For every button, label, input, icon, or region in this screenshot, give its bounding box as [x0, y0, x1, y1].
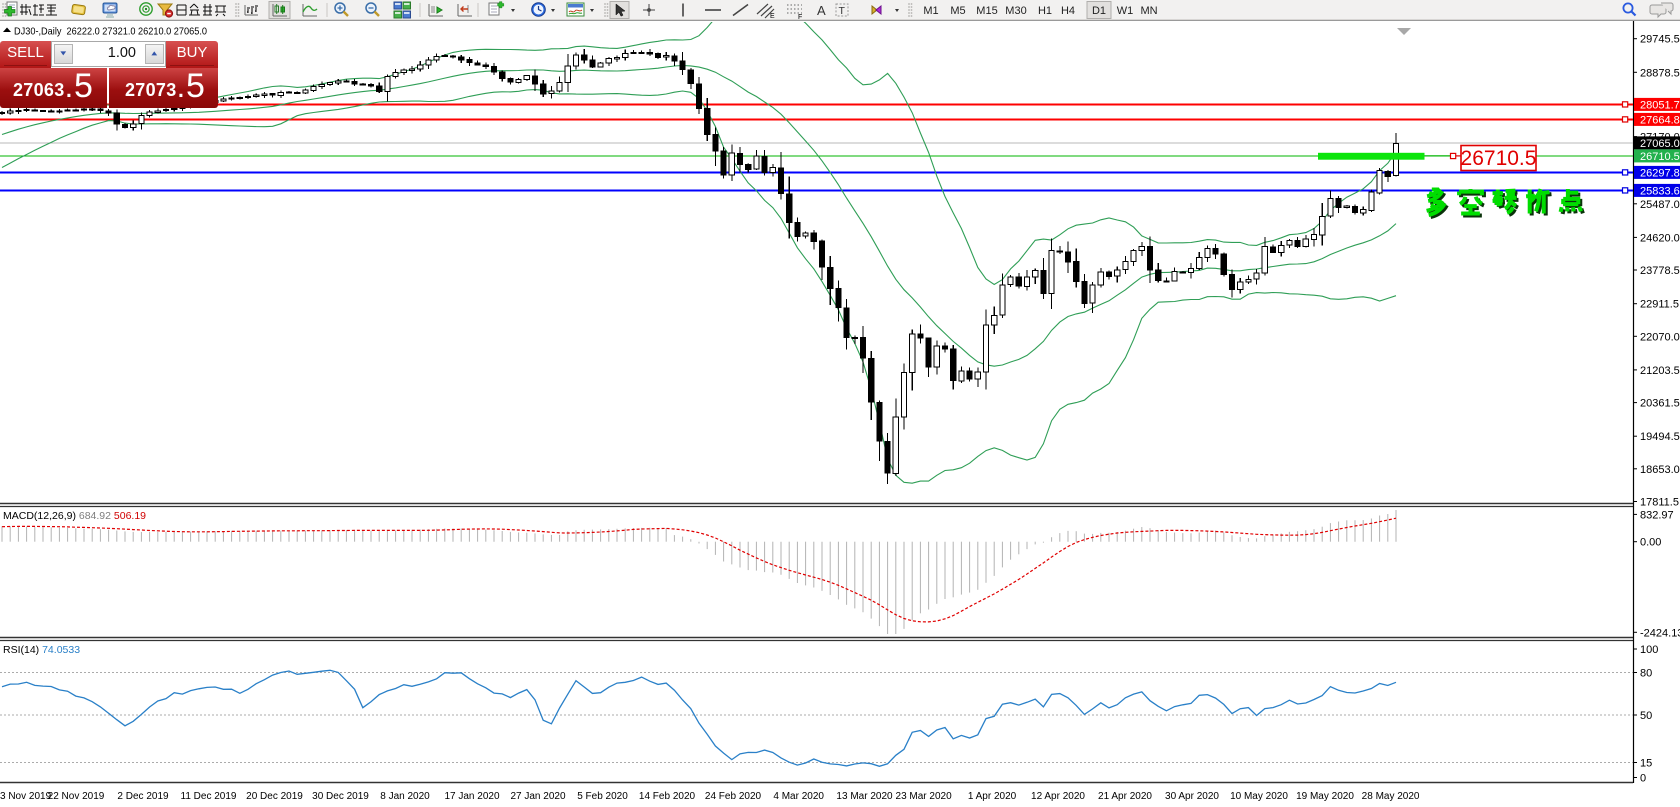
svg-text:17811.5: 17811.5: [1640, 497, 1679, 509]
svg-text:19 May 2020: 19 May 2020: [1296, 791, 1354, 802]
svg-text:28878.5: 28878.5: [1640, 67, 1680, 79]
svg-text:100: 100: [1640, 644, 1658, 656]
svg-text:1 Apr 2020: 1 Apr 2020: [968, 791, 1017, 802]
svg-text:F: F: [798, 14, 802, 20]
svg-text:M15: M15: [976, 5, 997, 17]
svg-text:MN: MN: [1140, 5, 1157, 17]
svg-text:3 Nov 2019: 3 Nov 2019: [0, 791, 52, 802]
svg-text:24 Feb 2020: 24 Feb 2020: [705, 791, 762, 802]
svg-text:26297.8: 26297.8: [1640, 168, 1680, 180]
svg-text:17 Jan 2020: 17 Jan 2020: [444, 791, 499, 802]
svg-text:21203.5: 21203.5: [1640, 365, 1680, 377]
svg-text:25487.0: 25487.0: [1640, 199, 1680, 211]
svg-text:E: E: [770, 13, 775, 20]
svg-text:D1: D1: [1092, 5, 1106, 17]
svg-text:22911.5: 22911.5: [1640, 299, 1679, 311]
svg-text:11 Dec 2019: 11 Dec 2019: [181, 791, 237, 802]
svg-text:27065.0: 27065.0: [1640, 138, 1680, 150]
svg-text:21 Apr 2020: 21 Apr 2020: [1098, 791, 1152, 802]
svg-text:29745.5: 29745.5: [1640, 34, 1680, 46]
svg-text:50: 50: [1640, 710, 1652, 722]
svg-text:M30: M30: [1005, 5, 1026, 17]
svg-text:27 Jan 2020: 27 Jan 2020: [510, 791, 565, 802]
svg-text:MACD(12,26,9) 684.92 506.19: MACD(12,26,9) 684.92 506.19: [3, 510, 146, 522]
svg-text:A: A: [817, 3, 826, 18]
svg-text:20361.5: 20361.5: [1640, 398, 1680, 410]
svg-text:22070.0: 22070.0: [1640, 331, 1680, 343]
svg-text:80: 80: [1640, 668, 1652, 680]
svg-text:30 Apr 2020: 30 Apr 2020: [1165, 791, 1219, 802]
svg-text:-2424.13: -2424.13: [1640, 627, 1680, 639]
svg-text:24620.0: 24620.0: [1640, 232, 1680, 244]
svg-text:M5: M5: [950, 5, 965, 17]
svg-text:13 Mar 2020: 13 Mar 2020: [836, 791, 893, 802]
svg-text:5 Feb 2020: 5 Feb 2020: [577, 791, 628, 802]
svg-text:H4: H4: [1061, 5, 1075, 17]
svg-text:RSI(14) 74.0533: RSI(14) 74.0533: [3, 644, 80, 656]
svg-text:832.97: 832.97: [1640, 509, 1674, 521]
svg-text:18653.0: 18653.0: [1640, 464, 1680, 476]
svg-text:28 May 2020: 28 May 2020: [1362, 791, 1420, 802]
svg-text:26710.5: 26710.5: [1640, 151, 1680, 163]
svg-text:27664.8: 27664.8: [1640, 115, 1680, 127]
svg-text:20 Dec 2019: 20 Dec 2019: [246, 791, 303, 802]
svg-text:12 Apr 2020: 12 Apr 2020: [1031, 791, 1085, 802]
svg-text:0.00: 0.00: [1640, 537, 1661, 549]
svg-text:30 Dec 2019: 30 Dec 2019: [312, 791, 369, 802]
svg-text:14 Feb 2020: 14 Feb 2020: [639, 791, 696, 802]
svg-text:H1: H1: [1038, 5, 1052, 17]
svg-text:23 Mar 2020: 23 Mar 2020: [896, 791, 953, 802]
svg-text:19494.5: 19494.5: [1640, 431, 1680, 443]
svg-text:8 Jan 2020: 8 Jan 2020: [380, 791, 430, 802]
svg-text:22 Nov 2019: 22 Nov 2019: [48, 791, 105, 802]
svg-text:0: 0: [1640, 773, 1646, 785]
svg-text:DJ30-,Daily 26222.0 27321.0 2: DJ30-,Daily 26222.0 27321.0 26210.0 2706…: [14, 26, 207, 38]
svg-text:M1: M1: [923, 5, 938, 17]
svg-text:15: 15: [1640, 758, 1652, 770]
svg-text:T: T: [839, 5, 846, 17]
svg-text:26710.5: 26710.5: [1461, 147, 1537, 170]
svg-text:2 Dec 2019: 2 Dec 2019: [117, 791, 169, 802]
svg-text:28051.7: 28051.7: [1640, 100, 1680, 112]
svg-text:10 May 2020: 10 May 2020: [1230, 791, 1288, 802]
svg-text:25833.6: 25833.6: [1640, 186, 1680, 198]
svg-text:23778.5: 23778.5: [1640, 265, 1680, 277]
svg-text:4 Mar 2020: 4 Mar 2020: [773, 791, 824, 802]
svg-text:W1: W1: [1117, 5, 1134, 17]
